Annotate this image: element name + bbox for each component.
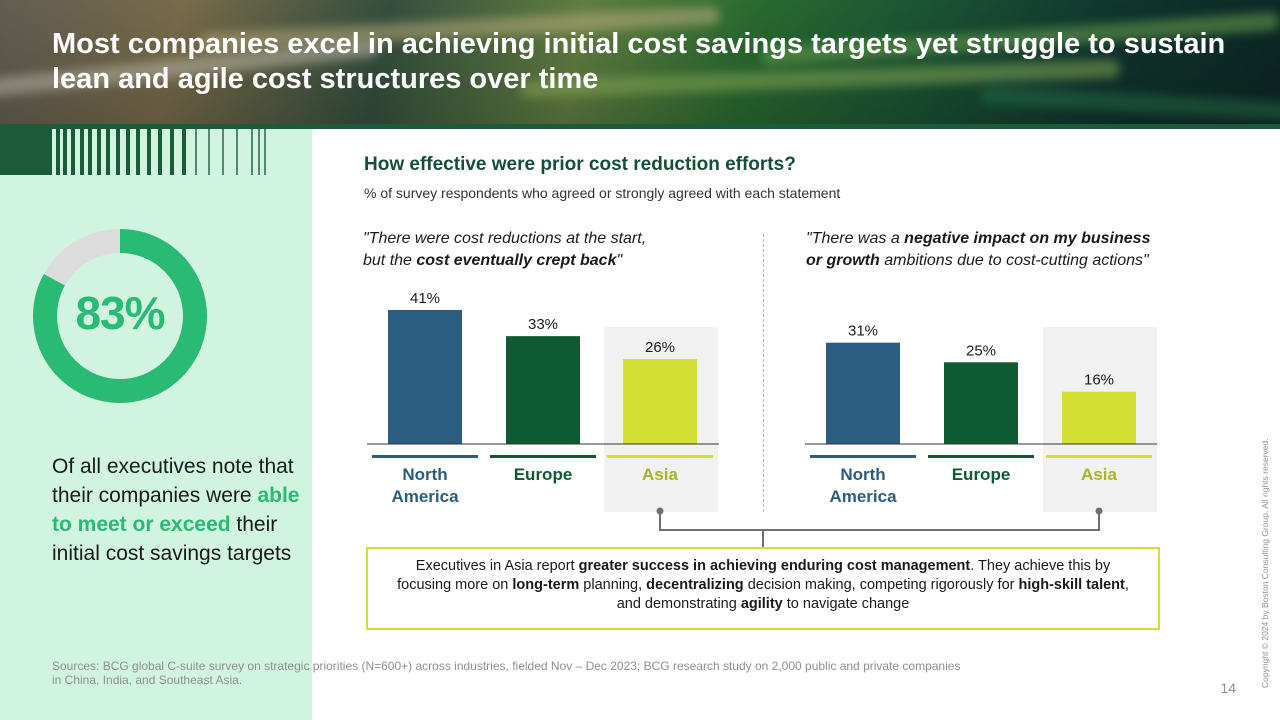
page-number: 14 (1220, 680, 1236, 696)
chart-2-value-label: 16% (1084, 372, 1114, 389)
stripe (182, 129, 186, 175)
chart-subtitle: % of survey respondents who agreed or st… (364, 185, 841, 201)
kpi-text-2: their initial cost savings targets (52, 513, 292, 565)
chart-2-title-start: "There was a (806, 230, 905, 247)
chart-1-category-label: Asia (642, 465, 678, 484)
callout-bold-text: greater success in achieving enduring co… (578, 558, 971, 574)
chart-1-value-label: 26% (645, 339, 675, 356)
chart-2-category-rule (810, 455, 916, 458)
chart-1-title-line-2: but the (363, 252, 417, 269)
stripe (80, 129, 84, 175)
chart-1-title: "There were cost reductions at the start… (363, 228, 703, 272)
callout-text: . They achieve this by focusing more on (397, 558, 1111, 593)
sources-note: Sources: BCG global C-suite survey on st… (52, 659, 961, 687)
chart-2-title-bold-1: negative impact on my business (904, 230, 1151, 247)
chart-2-category-label: Europe (952, 465, 1011, 484)
copyright: Copyright © 2024 by Boston Consulting Gr… (1258, 424, 1270, 688)
stripe (264, 129, 266, 175)
chart-title: How effective were prior cost reduction … (364, 154, 796, 175)
chart-2-bar-north-america (826, 342, 900, 444)
stripe (136, 129, 140, 175)
chart-2-category-rule (928, 455, 1034, 458)
callout-bold-text: high-skill talent (1018, 577, 1125, 593)
donut-chart (33, 229, 207, 403)
callout-text: Executives in Asia report (415, 558, 579, 574)
chart-2-bar-europe (944, 362, 1018, 444)
connector-dot (1095, 507, 1103, 515)
header-banner: Most companies excel in achieving initia… (0, 0, 1280, 124)
stripe (126, 129, 130, 175)
callout-text: decision making, competing rigorously fo… (743, 577, 1019, 593)
asia-connector (659, 511, 1100, 547)
kpi-description: Of all executives note that their compan… (52, 452, 302, 568)
chart-1-title-bold: cost eventually crept back (416, 252, 617, 269)
chart-1-bar-europe (506, 336, 580, 444)
stripe (208, 129, 210, 175)
connector-dot (656, 507, 664, 515)
stripe (147, 129, 151, 175)
stripe (71, 129, 75, 175)
chart-2-category-label: Asia (1081, 465, 1117, 484)
stripe (56, 129, 60, 175)
stripe (222, 129, 224, 175)
stripe (106, 129, 110, 175)
left-panel (0, 129, 312, 720)
kpi-text-1: Of all executives note that their compan… (52, 455, 294, 507)
stripe (170, 129, 174, 175)
chart-1-category-label: America (391, 487, 459, 506)
stripe (116, 129, 120, 175)
donut-fill (33, 229, 207, 403)
callout-text: , and demonstrating (616, 577, 1129, 612)
chart-1-category-rule (372, 455, 478, 458)
chart-2-value-label: 25% (966, 342, 996, 359)
chart-1-value-label: 41% (410, 290, 440, 307)
chart-divider (763, 234, 764, 512)
chart-2-bar-asia (1062, 391, 1136, 444)
chart-2-category-rule (1046, 455, 1152, 458)
chart-1-title-end: " (616, 252, 623, 269)
chart-1-category-rule (490, 455, 596, 458)
kpi-value: 83% (75, 287, 165, 339)
asia-callout: Executives in Asia report greater succes… (366, 547, 1160, 630)
page-title: Most companies excel in achieving initia… (52, 28, 1226, 95)
callout-bold-text: long-term (512, 577, 580, 593)
stripe (236, 129, 238, 175)
chart-2-category-label: America (829, 487, 897, 506)
chart-2-title-bold-2: or growth (806, 252, 880, 269)
callout-text: planning, (579, 577, 647, 593)
chart-1-bar-asia (623, 359, 697, 444)
copyright-text: Copyright © 2024 by Boston Consulting Gr… (1260, 438, 1270, 688)
chart-1-title-line-1: "There were cost reductions at the start… (363, 230, 647, 247)
chart-2-value-label: 31% (848, 323, 878, 340)
kpi-text-highlight: able to meet or exceed (52, 484, 300, 536)
callout-text: to navigate change (782, 596, 910, 612)
chart-1-category-label: North (402, 465, 447, 484)
chart-1-bar-north-america (388, 310, 462, 444)
stripe (251, 129, 253, 175)
chart-2-title-end: ambitions due to cost-cutting actions" (879, 252, 1149, 269)
chart-1-category-rule (607, 455, 713, 458)
stripe (63, 129, 67, 175)
chart-1-category-label: Europe (514, 465, 573, 484)
stripe (195, 129, 197, 175)
callout-bold-text: decentralizing (646, 577, 744, 593)
stripe (97, 129, 101, 175)
stripe (158, 129, 162, 175)
stripe (88, 129, 92, 175)
header-rule (0, 124, 1280, 129)
chart-2-title: "There was a negative impact on my busin… (806, 228, 1186, 272)
chart-1-value-label: 33% (528, 316, 558, 333)
decorative-stripes (0, 129, 312, 175)
chart-2-category-label: North (840, 465, 885, 484)
callout-bold-text: agility (740, 596, 783, 612)
stripe (258, 129, 260, 175)
